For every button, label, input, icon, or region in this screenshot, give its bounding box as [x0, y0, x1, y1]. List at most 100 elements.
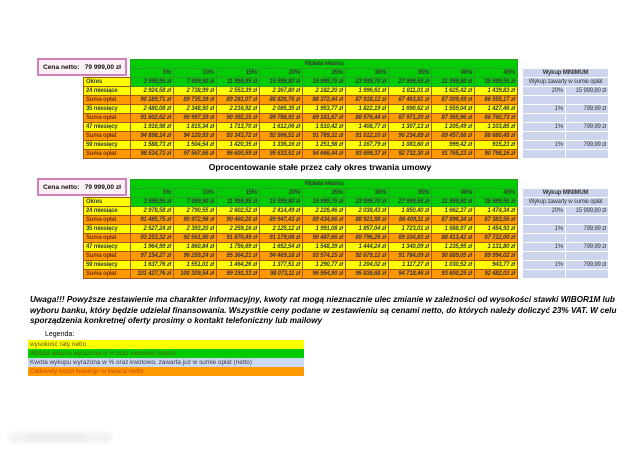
section-title: Oprocentowanie stałe przez cały okres tr…	[208, 162, 432, 172]
wplata-amount-cell: 3 999,95 zł	[130, 197, 174, 207]
rata-cell: 1 662,37 zł	[431, 206, 475, 216]
cena-netto-box: Cena netto: 79 999,00 zł	[37, 178, 127, 196]
rata-cell: 1 916,98 zł	[130, 122, 174, 132]
downpayment-percent-header: 40%	[431, 68, 475, 78]
wplata-amount-cell: 27 999,65 zł	[388, 77, 432, 87]
suma-oplat-cell: 98 534,73 zł	[130, 149, 174, 159]
suma-oplat-cell: 92 482,03 zł	[474, 269, 518, 279]
downpayment-percent-header: 5%	[130, 68, 174, 78]
column-gap	[517, 68, 523, 78]
rata-cell: 1 030,52 zł	[431, 260, 475, 270]
downpayment-percent-header: 20%	[259, 188, 303, 198]
wykup-percent-cell	[522, 95, 566, 105]
downpayment-percent-header: 25%	[302, 188, 346, 198]
suma-oplat-cell: 92 679,12 zł	[345, 251, 389, 261]
rata-cell: 1 559,04 zł	[431, 104, 475, 114]
offer-table-1: Wpłata własna 5% 10% 15% 20% 25% 30% 35% 40% 45% W…	[83, 59, 609, 159]
suma-oplat-cell: 97 567,66 zł	[173, 149, 217, 159]
rata-cell: 1 953,77 zł	[302, 104, 346, 114]
column-gap	[517, 77, 523, 87]
column-gap	[517, 149, 523, 159]
downpayment-percent-header: 15%	[216, 188, 260, 198]
rata-cell: 2 125,12 zł	[259, 224, 303, 234]
downpayment-percent-header: 20%	[259, 68, 303, 78]
wykup-subtitle: Wykup zawarty w sumie opłat	[522, 197, 609, 207]
downpayment-percent-header: 10%	[173, 188, 217, 198]
rata-cell: 1 235,95 zł	[431, 242, 475, 252]
suma-oplat-cell: 97 154,27 zł	[130, 251, 174, 261]
rata-cell: 2 348,50 zł	[173, 104, 217, 114]
cena-netto-value: 79 999,00 zł	[84, 63, 121, 71]
rata-cell: 1 860,84 zł	[173, 242, 217, 252]
wykup-minimum-header: Wykup MINIMUM	[522, 188, 609, 198]
column-gap	[517, 242, 523, 252]
suma-oplat-cell: 90 392,15 zł	[216, 113, 260, 123]
rata-cell: 1 117,27 zł	[388, 260, 432, 270]
wykup-blank-cell	[522, 59, 609, 69]
downpayment-percent-header: 40%	[431, 188, 475, 198]
rata-cell: 1 588,97 zł	[431, 224, 475, 234]
row-label: Suma opłat	[83, 131, 131, 141]
wplata-amount-cell: 35 999,55 zł	[474, 77, 518, 87]
downpayment-percent-header: 15%	[216, 68, 260, 78]
wplata-amount-cell: 3 999,95 zł	[130, 77, 174, 87]
suma-oplat-cell: 92 566,51 zł	[259, 131, 303, 141]
rata-cell: 1 474,34 zł	[474, 206, 518, 216]
suma-oplat-cell: 100 309,54 zł	[173, 269, 217, 279]
suma-oplat-cell: 90 997,39 zł	[173, 113, 217, 123]
row-label: Suma opłat	[83, 95, 131, 105]
suma-oplat-cell: 86 760,73 zł	[474, 113, 518, 123]
wykup-amount-cell	[565, 251, 609, 261]
wykup-subtitle: Wykup zawarty w sumie opłat	[522, 77, 609, 87]
suma-oplat-cell: 93 253,32 zł	[130, 233, 174, 243]
wplata-amount-cell: 23 999,70 zł	[345, 77, 389, 87]
legend-item-wykup: Kwota wykupu wyrażona w % oraz kwotowo, …	[28, 358, 304, 367]
suma-oplat-cell: 88 409,11 zł	[388, 215, 432, 225]
suma-oplat-cell: 89 457,68 zł	[431, 131, 475, 141]
downpayment-percent-header: 25%	[302, 68, 346, 78]
suma-oplat-cell: 92 732,30 zł	[388, 149, 432, 159]
wykup-blank-cell	[522, 179, 609, 189]
column-gap	[517, 140, 523, 150]
suma-oplat-cell: 88 826,76 zł	[259, 95, 303, 105]
downpayment-percent-header: 45%	[474, 68, 518, 78]
rata-cell: 1 713,70 zł	[216, 122, 260, 132]
rata-cell: 1 444,24 zł	[345, 242, 389, 252]
wykup-amount-cell: 799,99 zł	[565, 104, 609, 114]
rata-cell: 2 259,16 zł	[216, 224, 260, 234]
column-gap	[517, 179, 523, 189]
row-label: 47 miesięcy	[83, 122, 131, 132]
offer-table-2: Wpłata własna 5% 10% 15% 20% 25% 30% 35% 40% 45% W…	[83, 179, 609, 279]
column-gap	[517, 188, 523, 198]
row-label: 24 miesiące	[83, 86, 131, 96]
suma-oplat-cell: 91 485,75 zł	[130, 215, 174, 225]
wykup-percent-cell: 20%	[522, 86, 566, 96]
suma-oplat-cell: 87 463,81 zł	[388, 95, 432, 105]
suma-oplat-cell: 91 784,09 zł	[388, 251, 432, 261]
suma-oplat-cell: 88 680,48 zł	[474, 131, 518, 141]
rata-cell: 1 464,26 zł	[216, 260, 260, 270]
legend-item-rata: wysokość raty netto	[28, 340, 304, 349]
suma-oplat-cell: 91 765,23 zł	[431, 149, 475, 159]
rata-cell: 2 038,43 zł	[345, 206, 389, 216]
cena-netto-box: Cena netto: 79 999,00 zł	[37, 58, 127, 76]
rata-cell: 1 625,42 zł	[431, 86, 475, 96]
wplata-amount-cell: 7 999,90 zł	[173, 197, 217, 207]
row-label: Suma opłat	[83, 251, 131, 261]
suma-oplat-cell: 90 460,20 zł	[216, 215, 260, 225]
rata-cell: 1 857,04 zł	[345, 224, 389, 234]
rata-cell: 2 414,49 zł	[259, 206, 303, 216]
suma-oplat-cell: 87 383,56 zł	[474, 215, 518, 225]
suma-oplat-cell: 95 364,21 zł	[216, 251, 260, 261]
rata-cell: 1 996,61 zł	[345, 86, 389, 96]
rata-cell: 999,42 zł	[431, 140, 475, 150]
suma-oplat-cell: 88 921,88 zł	[345, 215, 389, 225]
rata-cell: 1 167,79 zł	[345, 140, 389, 150]
wykup-percent-cell	[522, 149, 566, 159]
rata-cell: 2 216,92 zł	[216, 104, 260, 114]
suma-oplat-cell: 96 954,90 zł	[302, 269, 346, 279]
rata-cell: 2 393,20 zł	[173, 224, 217, 234]
wykup-percent-cell	[522, 131, 566, 141]
column-gap	[517, 224, 523, 234]
wykup-percent-cell	[522, 269, 566, 279]
